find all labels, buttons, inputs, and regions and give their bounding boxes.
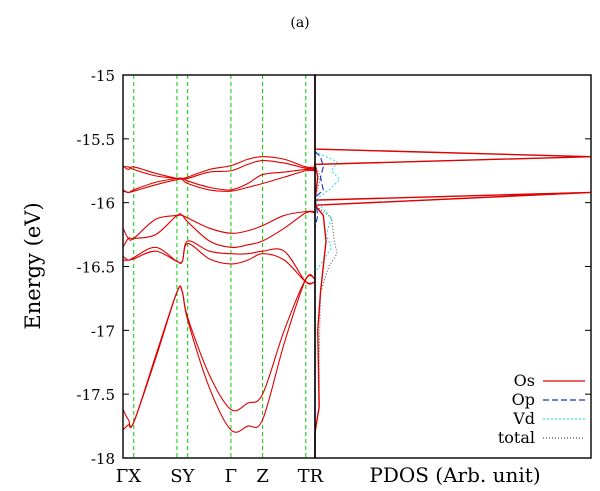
k-point-label: SY — [170, 466, 195, 487]
y-axis-label: Energy (eV) — [21, 202, 45, 329]
band-line — [122, 274, 316, 433]
k-point-label: ΓX — [116, 466, 141, 487]
k-point-label: Z — [256, 466, 269, 487]
y-tick-label: -15 — [91, 67, 115, 85]
pdos-line-op — [314, 151, 324, 458]
legend-label: Os — [514, 371, 535, 390]
pdos-line-os — [313, 75, 592, 458]
y-tick-label: -16 — [91, 195, 115, 213]
band-line — [122, 159, 316, 180]
y-tick-label: -17 — [91, 322, 115, 340]
band-line — [122, 156, 316, 180]
y-tick-label: -17.5 — [77, 386, 115, 404]
pdos-x-label: PDOS (Arb. unit) — [369, 463, 540, 487]
k-path-lines — [133, 75, 307, 458]
band-line — [122, 242, 316, 284]
band-line — [122, 169, 316, 194]
panel-label: (a) — [290, 15, 309, 31]
k-point-labels: ΓX SY Γ Z TR — [116, 466, 324, 487]
pdos-curves — [313, 75, 592, 458]
pdos-line-total — [313, 75, 592, 458]
y-tick-label: -18 — [91, 450, 115, 468]
pdos-line-vd — [314, 151, 341, 458]
band-line — [122, 210, 316, 241]
band-line — [122, 211, 316, 249]
legend-label: total — [498, 428, 535, 447]
band-plot-frame — [122, 74, 316, 459]
band-line — [122, 240, 316, 285]
band-line — [122, 274, 316, 428]
band-curves — [122, 156, 316, 433]
y-tick-label: -16.5 — [77, 259, 115, 277]
band-line — [122, 168, 316, 194]
legend-label: Vd — [512, 409, 535, 428]
k-point-label: Γ — [225, 466, 238, 487]
pdos-plot-frame — [314, 74, 592, 459]
legend-label: Op — [512, 390, 535, 409]
k-point-label: TR — [298, 466, 324, 487]
y-tick-label: -15.5 — [77, 131, 115, 149]
